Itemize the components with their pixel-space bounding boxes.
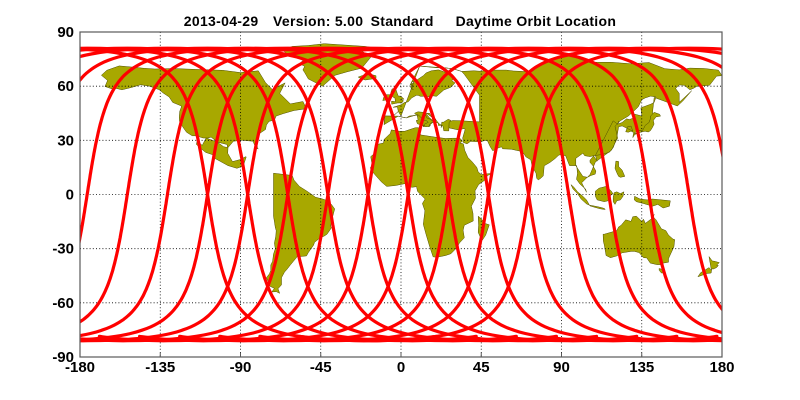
- svg-text:-90: -90: [230, 359, 252, 376]
- svg-text:180: 180: [709, 359, 734, 376]
- svg-text:90: 90: [553, 359, 570, 376]
- svg-text:-30: -30: [52, 241, 74, 258]
- svg-text:45: 45: [473, 359, 490, 376]
- svg-text:0: 0: [397, 359, 405, 376]
- svg-text:-60: -60: [52, 295, 74, 312]
- svg-text:-45: -45: [310, 359, 332, 376]
- svg-text:30: 30: [57, 132, 74, 149]
- svg-text:0: 0: [66, 187, 74, 204]
- svg-text:-135: -135: [145, 359, 175, 376]
- svg-text:135: 135: [629, 359, 654, 376]
- svg-text:60: 60: [57, 78, 74, 95]
- svg-text:90: 90: [57, 24, 74, 41]
- svg-text:-90: -90: [52, 349, 74, 366]
